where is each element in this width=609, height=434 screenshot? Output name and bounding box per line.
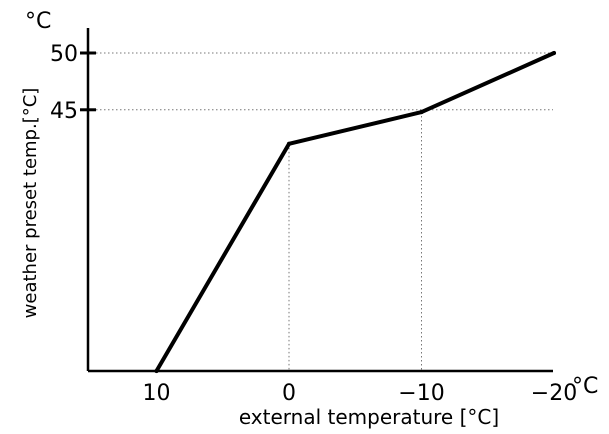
x-axis-label: external temperature [°C] [239,405,499,429]
y-tick-label-1: 45 [50,99,78,124]
x-unit-label: °C [572,374,598,399]
series-0-point-3 [552,51,556,55]
x-tick-label-3: −20 [531,381,577,406]
series-0-segment-0 [154,141,291,373]
series-0-point-1 [287,141,291,146]
y-tick-marks: 50 45 [50,42,96,124]
reference-lines [88,52,553,371]
y-tick-label-0: 50 [50,42,78,67]
x-tick-label-1: 0 [282,381,296,406]
y-unit-label: °C [25,9,51,34]
series-0-point-2 [419,110,424,115]
series-0-point-0 [154,369,159,373]
series-points [154,51,556,373]
y-axis-label: weather preset temp.[°C] [20,88,41,319]
series-0-segment-2 [419,51,556,115]
x-tick-label-0: 10 [143,381,171,406]
x-tick-label-2: −10 [398,381,444,406]
series-lines [154,51,556,373]
series-0-segment-1 [287,110,424,146]
x-tick-labels: 10 0 −10 −20 [143,381,578,406]
